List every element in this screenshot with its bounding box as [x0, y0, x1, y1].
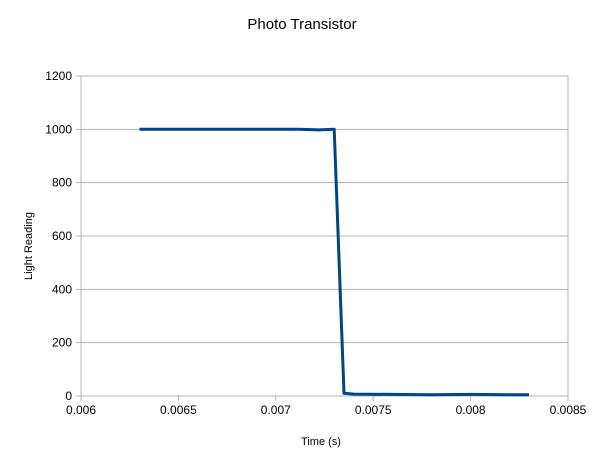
- y-tick-label: 600: [52, 229, 72, 243]
- x-tick-label: 0.0075: [355, 403, 392, 417]
- y-tick-label: 1000: [45, 122, 72, 136]
- series-line: [139, 127, 529, 397]
- y-tick-label: 400: [52, 282, 72, 296]
- x-tick-label: 0.0065: [160, 403, 197, 417]
- x-tick-label: 0.006: [66, 403, 96, 417]
- x-tick-label: 0.007: [261, 403, 291, 417]
- x-axis-label: Time (s): [301, 436, 341, 448]
- y-tick-label: 800: [52, 176, 72, 190]
- y-axis-label: Light Reading: [23, 212, 35, 280]
- y-tick-label: 200: [52, 336, 72, 350]
- gridlines: [81, 75, 568, 397]
- y-tick-label: 1200: [45, 69, 72, 83]
- x-tick-label: 0.008: [456, 403, 486, 417]
- chart-title: Photo Transistor: [247, 16, 356, 33]
- series-layer: [139, 127, 529, 397]
- x-tick-label: 0.0085: [550, 403, 587, 417]
- axis-ticks: 0 200 400 600 800 1000 1200 0.006 0.0065 0.007 0.0…: [45, 69, 586, 417]
- y-tick-label: 0: [65, 389, 72, 403]
